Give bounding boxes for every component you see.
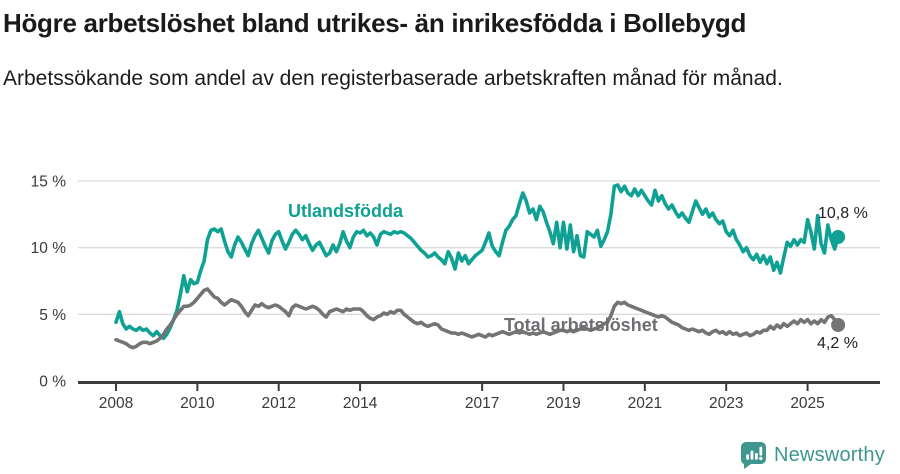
newsworthy-bubble-icon — [740, 442, 766, 469]
x-axis-label: 2021 — [628, 395, 662, 412]
series-line-total — [114, 287, 840, 350]
newsworthy-logo[interactable]: Newsworthy — [740, 441, 885, 469]
series-end-dot-utlandsfodda — [831, 230, 846, 244]
series-line-utlandsfodda — [114, 183, 840, 341]
newsworthy-wordmark: Newsworthy — [774, 443, 885, 466]
chart-subtitle: Arbetssökande som andel av den registerb… — [3, 67, 783, 90]
x-axis-label: 2008 — [99, 395, 133, 412]
x-axis-label: 2014 — [343, 395, 378, 412]
series-label-total: Total arbetslöshet — [504, 315, 658, 335]
series-end-dot-total — [831, 318, 846, 332]
page-title: Högre arbetslöshet bland utrikes- än inr… — [3, 8, 747, 38]
series-label-utlandsfodda: Utlandsfödda — [288, 201, 403, 221]
y-axis-label: 5 % — [39, 307, 66, 324]
y-axis-label: 0 % — [39, 374, 66, 391]
x-axis-label: 2010 — [180, 395, 215, 412]
end-value-label-total: 4,2 % — [817, 335, 858, 352]
end-value-label-utlandsfodda: 10,8 % — [818, 205, 868, 222]
x-axis-label: 2023 — [709, 395, 743, 412]
x-axis-label: 2025 — [790, 395, 824, 412]
x-axis-label: 2019 — [546, 395, 580, 412]
x-axis-label: 2012 — [261, 395, 295, 412]
y-axis-label: 15 % — [31, 174, 67, 191]
y-axis-label: 10 % — [31, 240, 67, 257]
x-axis-label: 2017 — [465, 395, 499, 412]
